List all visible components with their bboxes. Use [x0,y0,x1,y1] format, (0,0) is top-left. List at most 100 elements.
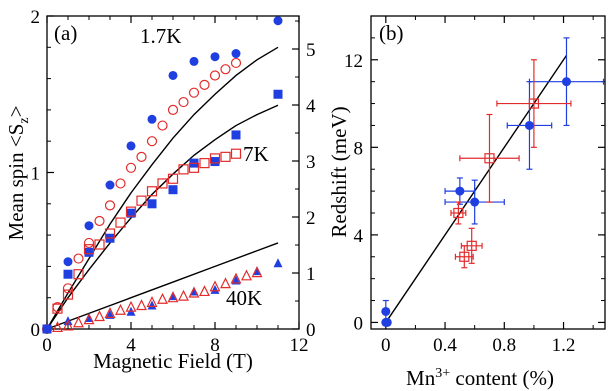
a-point-open-square [199,158,210,169]
panel-b-frame [370,15,606,330]
a-right-tick-label: 3 [306,152,316,173]
a-point-filled-triangle [231,275,241,285]
b-y-tick-label: 0 [354,313,364,334]
a-right-tick-label: 1 [306,264,316,285]
annotation-7k: 7K [243,142,269,166]
a-point-open-square [52,303,63,314]
a-point-filled-square [126,208,136,218]
a-point-open-circle [83,237,95,249]
a-x-tick-label: 8 [210,335,220,356]
b-point-filled-circle [470,197,480,207]
a-point-open-triangle [73,316,84,328]
a-point-open-triangle [62,319,74,331]
a-point-open-square [230,148,242,159]
y-label-subscript: z [17,117,32,123]
a-point-open-circle [209,70,221,81]
annotation-1-7k: 1.7K [140,24,181,48]
a-point-filled-circle [231,49,241,59]
b-fit-line [385,55,568,323]
a-point-open-circle [94,215,105,227]
a-point-filled-circle [84,221,94,231]
a-point-filled-square [231,130,241,140]
a-point-open-circle [104,200,116,211]
a-x-tick-label: 0 [42,335,52,356]
a-point-filled-circle [105,180,115,190]
panel-a-label: (a) [54,21,77,45]
a-point-open-square [104,228,116,239]
a-point-open-triangle [52,321,63,333]
a-point-filled-square [63,269,73,279]
panel-b-label: (b) [379,21,404,45]
a-point-open-square [146,186,158,197]
b-x-tick-label: 1.2 [552,335,576,356]
a-point-filled-triangle [42,324,52,333]
a-point-open-triangle [157,292,168,304]
a-point-open-square [209,153,221,164]
a-point-open-square [157,178,168,189]
a-point-open-triangle [125,300,137,312]
b-x-tick-label: 0 [381,335,391,356]
a-point-open-circle [115,178,126,189]
panel-b-curves [385,55,568,323]
a-right-tick-label: 2 [306,208,316,229]
b-point-open-square [484,153,495,164]
a-point-filled-square [147,199,157,209]
a-point-open-triangle [251,266,263,278]
a-point-filled-circle [147,114,157,124]
a-point-filled-triangle [105,309,115,319]
x-label-superscript: 3+ [435,366,450,381]
panel-a-points [41,16,283,335]
a-point-open-square [94,239,105,250]
a-point-open-square [62,289,74,300]
b-x-tick-label: 0.4 [433,335,457,356]
a-point-open-triangle [178,289,189,301]
a-point-filled-triangle [273,258,283,268]
a-y-tick-label: 2 [31,7,41,28]
a-right-tick-label: 4 [306,96,316,117]
a-point-open-square [188,162,200,173]
a-point-open-square [125,206,137,217]
a-right-tick-label: 0 [306,320,316,341]
y-label-main: Mean spin <S [4,124,28,241]
a-point-open-circle [73,253,84,264]
a-point-filled-circle [168,70,178,80]
b-point-filled-circle [382,317,392,327]
a-point-open-circle [188,87,200,98]
a-model-curve-1.7K [46,46,279,330]
a-point-open-square [73,269,84,280]
a-point-open-circle [178,96,189,108]
a-x-tick-label: 12 [290,335,309,356]
a-point-filled-square [210,157,220,167]
a-point-open-triangle [136,299,147,311]
a-point-open-square [178,164,189,175]
a-point-open-circle [157,120,168,131]
b-point-filled-circle [561,77,571,87]
a-point-open-triangle [83,313,95,325]
a-point-open-square [167,173,179,184]
a-point-open-square [220,151,231,162]
panel-b-x-label: Mn3+ content (%) [406,366,554,390]
a-point-open-triangle [167,291,179,303]
a-point-open-circle [136,151,147,162]
a-point-open-circle [230,57,242,69]
a-point-filled-square [84,247,94,257]
b-point-filled-circle [455,186,465,196]
y-label-tail: > [4,106,28,118]
a-y-tick-label: 0 [31,320,41,341]
a-point-filled-triangle [147,300,157,310]
b-point-filled-circle [381,306,391,316]
a-point-open-square [83,244,95,255]
a-point-open-triangle [230,272,242,284]
a-model-curve-7K [46,104,279,330]
b-y-tick-label: 4 [354,226,364,247]
panel-b-ticks: 0 0.4 0.8 1.2 0 4 8 12 [344,16,605,356]
a-point-open-triangle [209,280,221,292]
a-point-open-circle [62,283,74,294]
a-point-open-square [136,195,147,206]
x-label-tail: content (%) [450,366,554,390]
panel-b-points [381,37,605,327]
a-point-open-triangle [188,286,200,298]
